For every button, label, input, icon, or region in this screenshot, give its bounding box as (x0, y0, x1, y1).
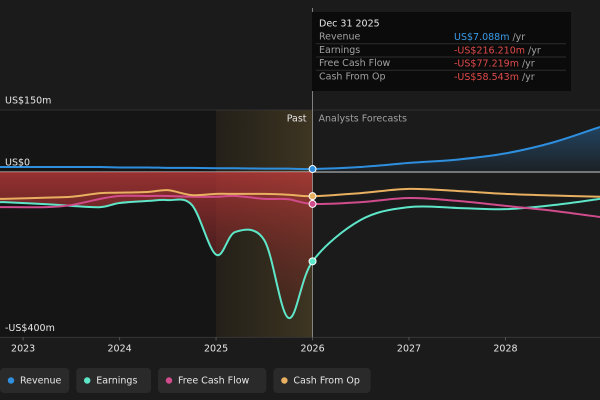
tooltip-value: US$7.088m/yr (454, 32, 525, 43)
x-tick-label: 2027 (397, 344, 421, 355)
past-label: Past (287, 114, 307, 125)
tooltip-date: Dec 31 2025 (319, 19, 380, 30)
legend-item[interactable]: Free Cash Flow (158, 368, 267, 393)
y-tick-label: US$150m (5, 96, 51, 107)
legend-label: Cash From Op (293, 376, 360, 387)
revenue-area (312, 126, 600, 172)
legend-pill[interactable] (76, 368, 151, 393)
tooltip-amount: US$7.088m (454, 32, 509, 43)
tooltip-name: Free Cash Flow (319, 58, 391, 69)
tooltip-name: Earnings (319, 45, 360, 56)
tooltip-name: Revenue (319, 32, 361, 43)
legend-dot (165, 377, 173, 384)
forecast-label: Analysts Forecasts (319, 114, 407, 125)
x-tick-label: 2025 (204, 344, 228, 355)
legend-item[interactable]: Earnings (76, 368, 151, 393)
tooltip-value: -US$77.219m/yr (454, 58, 535, 69)
legend-pill[interactable] (158, 368, 267, 393)
tooltip-amount: -US$77.219m (454, 58, 519, 69)
series-line (0, 187, 600, 200)
x-tick-label: 2024 (108, 344, 132, 355)
legend-dot (7, 377, 15, 384)
y-tick-label: -US$400m (5, 323, 55, 334)
x-tick-label: 2023 (11, 344, 35, 355)
tooltip-unit: /yr (522, 58, 535, 69)
areas (0, 126, 600, 318)
point-marker (308, 257, 317, 266)
series-line (0, 194, 600, 219)
history-region (0, 110, 217, 338)
point-marker (308, 199, 317, 208)
point-marker (308, 192, 317, 201)
tooltip-value: -US$216.210m/yr (454, 45, 541, 56)
legend-label: Revenue (20, 376, 62, 387)
loss-area (0, 171, 313, 318)
tooltip-unit: /yr (512, 32, 525, 43)
legend-label: Earnings (96, 376, 137, 387)
legend: Revenue Earnings Free Cash Flow Cash From O… (0, 368, 371, 393)
tooltip-unit: /yr (528, 45, 541, 56)
y-tick-label: US$0 (5, 157, 30, 168)
legend-dot (281, 377, 288, 384)
legend-item[interactable]: Cash From Op (273, 368, 371, 393)
tooltip-amount: -US$58.543m (454, 71, 519, 82)
legend-label: Free Cash Flow (178, 376, 250, 387)
series-line (0, 125, 600, 171)
tooltip-box (312, 12, 571, 91)
legend-pill[interactable] (273, 368, 371, 393)
point-marker (308, 165, 317, 174)
tooltip: Dec 31 2025 Revenue US$7.088m/yr Earnings -U… (312, 12, 571, 91)
legend-dot (84, 377, 91, 384)
tooltip-name: Cash From Op (319, 71, 386, 82)
lines (0, 8, 600, 338)
legend-pill[interactable] (0, 368, 70, 393)
tooltip-amount: -US$216.210m (454, 45, 525, 56)
legend-item[interactable]: Revenue (0, 368, 70, 393)
series-line (0, 197, 600, 319)
x-tick-label: 2026 (300, 344, 324, 355)
x-tick-label: 2028 (493, 344, 517, 355)
tooltip-unit: /yr (522, 71, 535, 82)
tooltip-value: -US$58.543m/yr (454, 71, 535, 82)
labels: US$150m US$0 -US$400m 2023 2024 2025 2026 2027 2… (5, 96, 518, 355)
